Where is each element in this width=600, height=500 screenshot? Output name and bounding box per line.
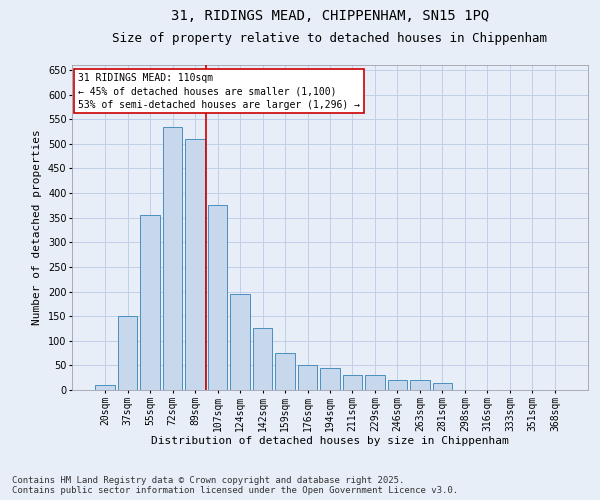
Bar — [185, 139, 205, 390]
Bar — [275, 353, 295, 390]
Bar — [253, 328, 272, 390]
Bar — [95, 385, 115, 390]
Text: 31, RIDINGS MEAD, CHIPPENHAM, SN15 1PQ: 31, RIDINGS MEAD, CHIPPENHAM, SN15 1PQ — [171, 8, 489, 22]
Text: 31 RIDINGS MEAD: 110sqm
← 45% of detached houses are smaller (1,100)
53% of semi: 31 RIDINGS MEAD: 110sqm ← 45% of detache… — [78, 73, 360, 110]
Bar — [343, 375, 362, 390]
Bar — [320, 368, 340, 390]
Bar — [118, 316, 137, 390]
Bar — [410, 380, 430, 390]
Bar — [230, 294, 250, 390]
Y-axis label: Number of detached properties: Number of detached properties — [32, 130, 42, 326]
X-axis label: Distribution of detached houses by size in Chippenham: Distribution of detached houses by size … — [151, 436, 509, 446]
Bar — [208, 206, 227, 390]
Text: Size of property relative to detached houses in Chippenham: Size of property relative to detached ho… — [113, 32, 548, 45]
Bar — [163, 126, 182, 390]
Bar — [298, 366, 317, 390]
Bar — [365, 375, 385, 390]
Bar — [433, 382, 452, 390]
Bar — [140, 215, 160, 390]
Text: Contains HM Land Registry data © Crown copyright and database right 2025.
Contai: Contains HM Land Registry data © Crown c… — [12, 476, 458, 495]
Bar — [388, 380, 407, 390]
